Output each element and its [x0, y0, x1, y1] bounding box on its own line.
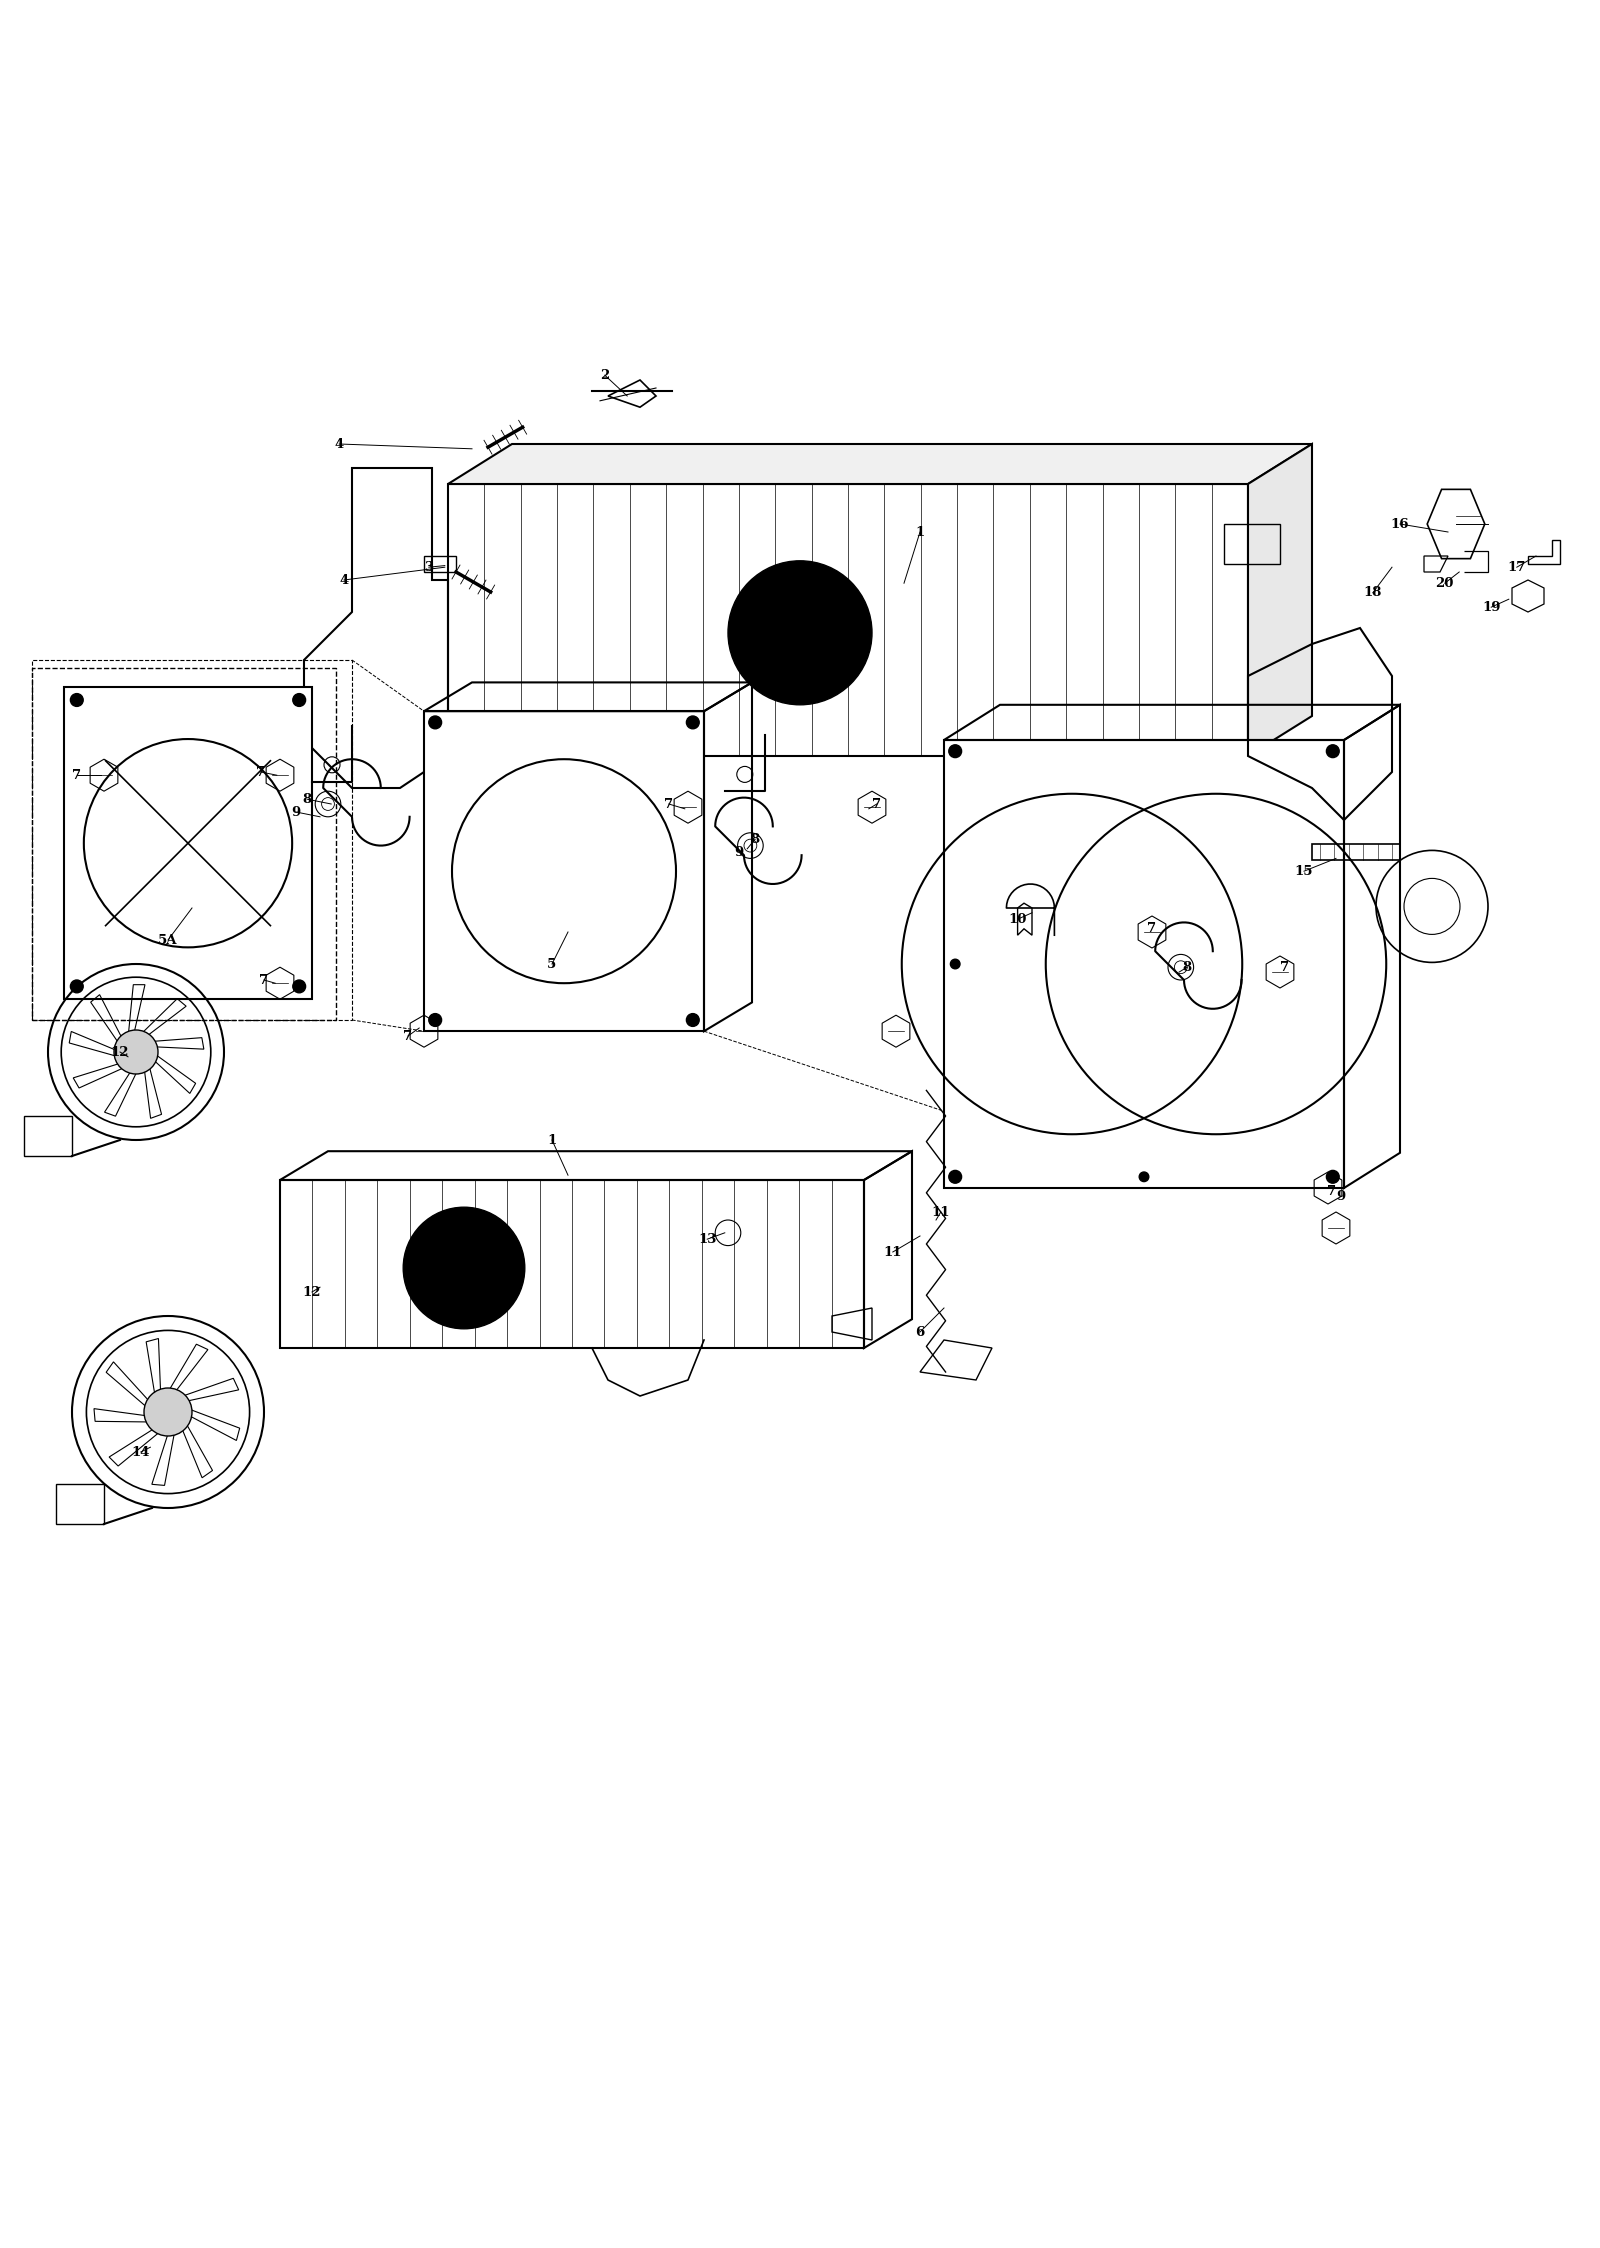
Circle shape	[429, 717, 442, 728]
Text: 7: 7	[1326, 1185, 1336, 1198]
Circle shape	[949, 1171, 962, 1182]
Text: 6: 6	[915, 1326, 925, 1338]
Text: 2: 2	[600, 369, 610, 382]
Text: 20: 20	[1435, 578, 1454, 589]
Text: 4: 4	[339, 573, 349, 587]
Text: 9: 9	[734, 845, 744, 859]
Bar	[32, 668, 336, 1021]
Text: 7: 7	[1147, 922, 1157, 935]
Circle shape	[728, 560, 872, 706]
Bar	[944, 740, 1344, 1187]
Text: 3: 3	[424, 560, 434, 573]
Text: 10: 10	[1008, 913, 1027, 926]
Circle shape	[1326, 744, 1339, 758]
Text: 15: 15	[1294, 865, 1314, 877]
Text: 7: 7	[72, 769, 82, 782]
Text: 8: 8	[1182, 960, 1192, 973]
Text: 17: 17	[1507, 560, 1526, 573]
Polygon shape	[448, 483, 1248, 755]
Text: 19: 19	[1482, 600, 1501, 614]
Text: 5: 5	[547, 958, 557, 971]
Text: 1: 1	[915, 526, 925, 540]
Text: 7: 7	[256, 767, 266, 778]
Circle shape	[403, 1207, 525, 1329]
Text: 4: 4	[334, 438, 344, 450]
Text: 7: 7	[259, 973, 269, 987]
Polygon shape	[448, 445, 1312, 483]
Text: 7: 7	[872, 798, 882, 812]
Text: 9: 9	[291, 805, 301, 818]
Text: 7: 7	[1280, 960, 1290, 973]
Circle shape	[950, 960, 960, 969]
Circle shape	[144, 1387, 192, 1436]
Text: 7: 7	[403, 1030, 413, 1043]
Text: 13: 13	[698, 1232, 717, 1245]
Text: 16: 16	[1390, 517, 1410, 531]
Text: 5A: 5A	[158, 933, 178, 946]
Circle shape	[686, 717, 699, 728]
Circle shape	[126, 1043, 146, 1061]
Bar	[64, 688, 312, 998]
Text: 11: 11	[931, 1205, 950, 1218]
Text: 11: 11	[883, 1245, 902, 1259]
Polygon shape	[1248, 445, 1312, 755]
Text: 1: 1	[547, 1133, 557, 1146]
Text: 9: 9	[1336, 1189, 1346, 1203]
Circle shape	[1139, 1171, 1149, 1182]
Circle shape	[293, 695, 306, 706]
Text: 18: 18	[1363, 587, 1382, 600]
Bar	[32, 661, 352, 1021]
Circle shape	[686, 1014, 699, 1027]
Text: 8: 8	[750, 832, 760, 845]
Circle shape	[1326, 1171, 1339, 1182]
Text: 14: 14	[131, 1445, 150, 1459]
Bar	[424, 710, 704, 1032]
Circle shape	[293, 980, 306, 994]
Text: 7: 7	[664, 798, 674, 812]
Circle shape	[114, 1030, 158, 1075]
Circle shape	[70, 695, 83, 706]
Bar	[280, 1180, 864, 1349]
Circle shape	[70, 980, 83, 994]
Text: 8: 8	[302, 794, 312, 805]
Text: 12: 12	[110, 1045, 130, 1059]
Circle shape	[949, 744, 962, 758]
Text: 12: 12	[302, 1286, 322, 1299]
Circle shape	[429, 1014, 442, 1027]
Circle shape	[158, 1403, 178, 1421]
